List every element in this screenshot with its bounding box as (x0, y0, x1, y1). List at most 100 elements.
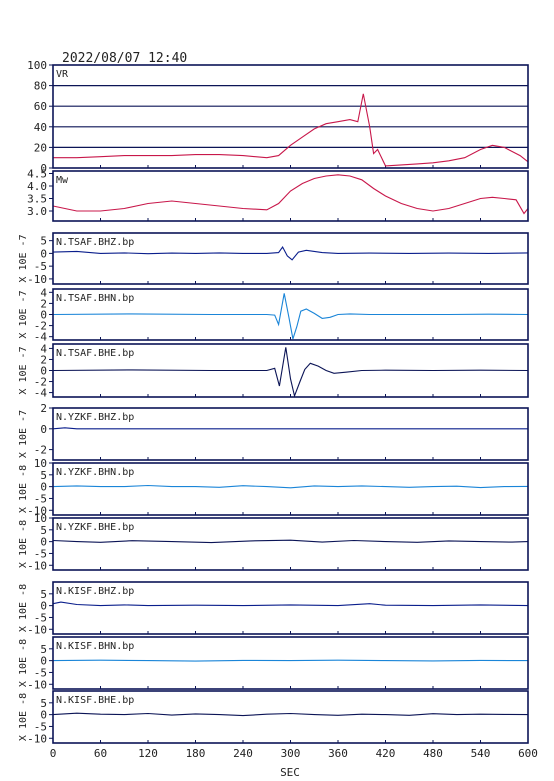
panel-frame-n-tsaf-bhe-bp (52, 343, 529, 398)
y-tick-label-n-kisf-bhe-bp: -10 (27, 732, 47, 745)
panel-label-mw: Mw (56, 175, 69, 186)
y-tick-label-n-tsaf-bhz-bp: 0 (40, 247, 47, 260)
panel-frame-n-kisf-bhe-bp (52, 690, 529, 744)
x-tick-label: 360 (328, 747, 348, 760)
series-line-n-tsaf-bhn-bp (52, 293, 529, 340)
y-unit-label-n-yzkf-bhe-bp: X 10E -8 (18, 520, 29, 568)
y-tick-label-n-tsaf-bhn-bp: -4 (34, 331, 48, 344)
y-tick-label-n-kisf-bhn-bp: 5 (40, 643, 47, 656)
panel-label-n-kisf-bhe-bp: N.KISF.BHE.bp (56, 695, 134, 706)
y-tick-label-n-tsaf-bhe-bp: 2 (40, 353, 47, 366)
y-tick-label-n-kisf-bhe-bp: 0 (40, 709, 47, 722)
panel-frame-n-tsaf-bhn-bp (52, 288, 529, 341)
y-tick-label-n-tsaf-bhe-bp: 0 (40, 365, 47, 378)
y-tick-label-n-yzkf-bhe-bp: -5 (34, 547, 47, 560)
y-tick-label-n-kisf-bhz-bp: 5 (40, 588, 47, 601)
panel-label-n-yzkf-bhn-bp: N.YZKF.BHN.bp (56, 467, 134, 478)
y-tick-label-n-tsaf-bhn-bp: 0 (40, 309, 47, 322)
y-tick-label-n-yzkf-bhz-bp: -2 (34, 444, 47, 457)
panel-label-n-tsaf-bhn-bp: N.TSAF.BHN.bp (56, 293, 134, 304)
y-unit-label-n-yzkf-bhz-bp: X 10E -7 (18, 410, 29, 458)
y-tick-label-n-yzkf-bhe-bp: 5 (40, 524, 47, 537)
y-tick-label-n-yzkf-bhe-bp: -10 (27, 559, 47, 572)
series-line-n-yzkf-bhn-bp (52, 484, 529, 489)
y-tick-label-n-tsaf-bhe-bp: -2 (34, 376, 47, 389)
series-line-n-kisf-bhn-bp (52, 659, 529, 662)
series-line-n-kisf-bhe-bp (52, 712, 529, 717)
y-tick-label-n-tsaf-bhz-bp: -5 (34, 260, 47, 273)
series-line-n-yzkf-bhe-bp (52, 539, 529, 544)
y-tick-label-n-kisf-bhe-bp: 5 (40, 697, 47, 710)
x-tick-label: 600 (518, 747, 538, 760)
y-tick-label-vr: 100 (27, 59, 47, 72)
y-tick-label-n-kisf-bhn-bp: -10 (27, 678, 47, 691)
y-tick-label-n-tsaf-bhn-bp: 4 (40, 286, 47, 299)
y-tick-label-n-tsaf-bhn-bp: 2 (40, 297, 47, 310)
panel-label-n-tsaf-bhz-bp: N.TSAF.BHZ.bp (56, 237, 134, 248)
y-unit-label-n-yzkf-bhn-bp: X 10E -8 (18, 465, 29, 513)
y-tick-label-n-kisf-bhe-bp: -5 (34, 720, 47, 733)
x-tick-label: 420 (376, 747, 396, 760)
y-tick-label-n-kisf-bhn-bp: -5 (34, 666, 47, 679)
y-tick-label-n-tsaf-bhn-bp: -2 (34, 320, 47, 333)
x-tick-label: 120 (138, 747, 158, 760)
y-tick-label-n-kisf-bhn-bp: 0 (40, 655, 47, 668)
y-tick-label-n-tsaf-bhe-bp: 4 (40, 342, 47, 355)
y-tick-label-n-kisf-bhz-bp: -5 (34, 611, 47, 624)
y-unit-label-n-kisf-bhn-bp: X 10E -8 (18, 639, 29, 687)
panel-frame-mw (52, 170, 529, 222)
y-tick-label-n-kisf-bhz-bp: 0 (40, 600, 47, 613)
panel-label-n-kisf-bhz-bp: N.KISF.BHZ.bp (56, 586, 134, 597)
panel-frame-n-yzkf-bhn-bp (52, 462, 529, 516)
x-tick-label: 540 (471, 747, 491, 760)
y-tick-label-mw: 4.5 (27, 168, 47, 181)
y-unit-label-n-kisf-bhe-bp: X 10E -8 (18, 693, 29, 741)
panel-label-n-yzkf-bhz-bp: N.YZKF.BHZ.bp (56, 412, 134, 423)
x-axis-label: SEC (280, 766, 300, 779)
y-tick-label-mw: 4.0 (27, 180, 47, 193)
x-tick-label: 60 (94, 747, 107, 760)
panel-label-n-tsaf-bhe-bp: N.TSAF.BHE.bp (56, 348, 134, 359)
y-unit-label-n-kisf-bhz-bp: X 10E -8 (18, 584, 29, 632)
y-tick-label-vr: 60 (34, 100, 47, 113)
panel-frame-vr (52, 64, 529, 169)
y-tick-label-n-kisf-bhz-bp: -10 (27, 623, 47, 636)
y-unit-label-n-tsaf-bhn-bp: X 10E -7 (18, 290, 29, 338)
x-tick-label: 0 (50, 747, 57, 760)
series-line-n-kisf-bhz-bp (52, 601, 529, 607)
y-tick-label-n-yzkf-bhe-bp: 10 (34, 512, 47, 525)
y-tick-label-n-yzkf-bhz-bp: 2 (40, 402, 47, 415)
x-tick-label: 480 (423, 747, 443, 760)
series-line-n-yzkf-bhz-bp (52, 427, 528, 430)
panel-frame-n-kisf-bhn-bp (52, 636, 529, 690)
x-tick-label: 180 (186, 747, 206, 760)
y-tick-label-n-yzkf-bhe-bp: 0 (40, 536, 47, 549)
series-line-mw (52, 174, 529, 215)
panel-frame-n-kisf-bhz-bp (52, 581, 529, 635)
panel-frame-n-yzkf-bhe-bp (52, 517, 529, 571)
y-tick-label-n-tsaf-bhz-bp: -10 (27, 273, 47, 286)
y-tick-label-n-yzkf-bhn-bp: -5 (34, 492, 47, 505)
y-tick-label-vr: 40 (34, 121, 47, 134)
y-tick-label-vr: 20 (34, 141, 47, 154)
y-tick-label-n-yzkf-bhn-bp: 5 (40, 469, 47, 482)
y-tick-label-n-yzkf-bhn-bp: 0 (40, 481, 47, 494)
y-tick-label-n-yzkf-bhn-bp: -10 (27, 504, 47, 517)
y-tick-label-n-yzkf-bhz-bp: 0 (40, 423, 47, 436)
y-tick-label-n-tsaf-bhz-bp: 5 (40, 235, 47, 248)
panel-label-n-yzkf-bhe-bp: N.YZKF.BHE.bp (56, 522, 134, 533)
panel-frame-n-tsaf-bhz-bp (52, 232, 529, 285)
series-line-vr (53, 93, 529, 167)
y-tick-label-n-yzkf-bhn-bp: 10 (34, 457, 47, 470)
y-tick-label-n-tsaf-bhe-bp: -4 (34, 387, 48, 400)
y-tick-label-vr: 0 (40, 162, 47, 175)
series-line-n-tsaf-bhz-bp (52, 245, 529, 261)
y-tick-label-mw: 3.0 (27, 205, 47, 218)
series-line-n-tsaf-bhe-bp (52, 347, 529, 398)
panel-label-n-kisf-bhn-bp: N.KISF.BHN.bp (56, 641, 134, 652)
y-unit-label-n-tsaf-bhe-bp: X 10E -7 (18, 346, 29, 394)
x-tick-label: 300 (281, 747, 301, 760)
y-unit-label-n-tsaf-bhz-bp: X 10E -7 (18, 234, 29, 282)
